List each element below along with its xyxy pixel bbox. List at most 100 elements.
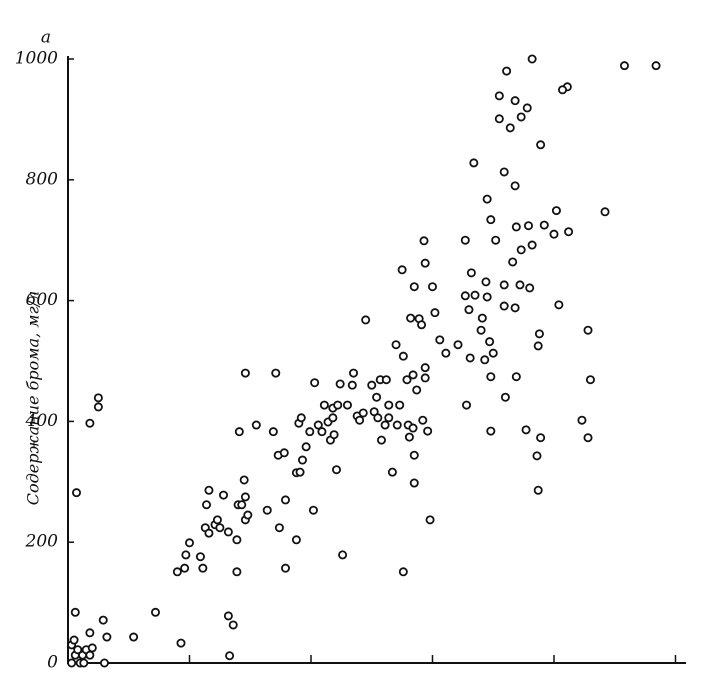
point xyxy=(279,448,289,458)
point xyxy=(373,413,383,423)
point xyxy=(409,450,419,460)
point xyxy=(460,235,470,245)
point xyxy=(391,340,401,350)
point xyxy=(202,500,212,510)
point xyxy=(430,308,440,318)
point xyxy=(338,550,348,560)
point xyxy=(332,465,342,475)
point xyxy=(585,375,595,385)
point xyxy=(129,632,139,642)
point xyxy=(469,158,479,168)
point xyxy=(243,510,253,520)
y-tick-label: 1000 xyxy=(15,49,58,69)
point xyxy=(397,265,407,275)
point xyxy=(384,413,394,423)
y-tick-label: 400 xyxy=(25,411,59,431)
point xyxy=(85,650,95,660)
point xyxy=(240,492,250,502)
point xyxy=(333,400,343,410)
point xyxy=(297,455,307,465)
point xyxy=(435,335,445,345)
y-tick-label: 0 xyxy=(47,653,58,673)
point xyxy=(219,490,229,500)
point xyxy=(486,372,496,382)
point xyxy=(87,643,97,653)
point xyxy=(212,515,222,525)
point xyxy=(453,340,463,350)
point xyxy=(515,280,525,290)
point xyxy=(525,283,535,293)
point xyxy=(232,567,242,577)
point xyxy=(412,385,422,395)
point xyxy=(481,277,491,287)
point xyxy=(381,375,391,385)
point xyxy=(460,291,470,301)
point xyxy=(499,280,509,290)
point xyxy=(510,303,520,313)
point xyxy=(505,123,515,133)
point xyxy=(494,114,504,124)
point xyxy=(511,222,521,232)
point xyxy=(408,423,418,433)
point xyxy=(223,527,233,537)
point xyxy=(423,426,433,436)
point xyxy=(464,305,474,315)
point xyxy=(516,245,526,255)
point xyxy=(494,91,504,101)
point xyxy=(268,427,278,437)
point xyxy=(398,567,408,577)
point xyxy=(536,140,546,150)
point xyxy=(488,348,498,358)
point xyxy=(425,515,435,525)
point xyxy=(237,500,247,510)
point xyxy=(295,467,305,477)
point xyxy=(392,420,402,430)
point xyxy=(387,467,397,477)
point xyxy=(358,408,368,418)
point xyxy=(420,258,430,268)
point xyxy=(329,430,339,440)
point xyxy=(417,320,427,330)
point xyxy=(93,393,103,403)
point xyxy=(251,420,261,430)
point xyxy=(406,313,416,323)
point xyxy=(441,348,451,358)
point xyxy=(466,268,476,278)
point xyxy=(223,611,233,621)
point xyxy=(232,535,242,545)
point xyxy=(577,415,587,425)
point xyxy=(198,563,208,573)
point xyxy=(554,300,564,310)
point xyxy=(499,301,509,311)
point xyxy=(499,167,509,177)
point xyxy=(491,235,501,245)
point xyxy=(485,337,495,347)
point xyxy=(271,368,281,378)
point xyxy=(409,478,419,488)
point xyxy=(361,315,371,325)
point xyxy=(536,433,546,443)
point xyxy=(70,607,80,617)
point xyxy=(150,607,160,617)
point xyxy=(510,96,520,106)
point xyxy=(376,435,386,445)
point xyxy=(420,363,430,373)
point xyxy=(486,215,496,225)
point xyxy=(225,651,235,661)
point xyxy=(184,538,194,548)
point xyxy=(482,292,492,302)
point xyxy=(172,567,182,577)
point xyxy=(564,227,574,237)
point xyxy=(176,638,186,648)
point xyxy=(409,282,419,292)
point xyxy=(404,432,414,442)
point xyxy=(73,645,83,655)
point xyxy=(85,418,95,428)
y-tick-label: 600 xyxy=(26,290,59,310)
point xyxy=(558,85,568,95)
point xyxy=(93,402,103,412)
point xyxy=(274,523,284,533)
point xyxy=(470,290,480,300)
point xyxy=(239,475,249,485)
point xyxy=(181,550,191,560)
